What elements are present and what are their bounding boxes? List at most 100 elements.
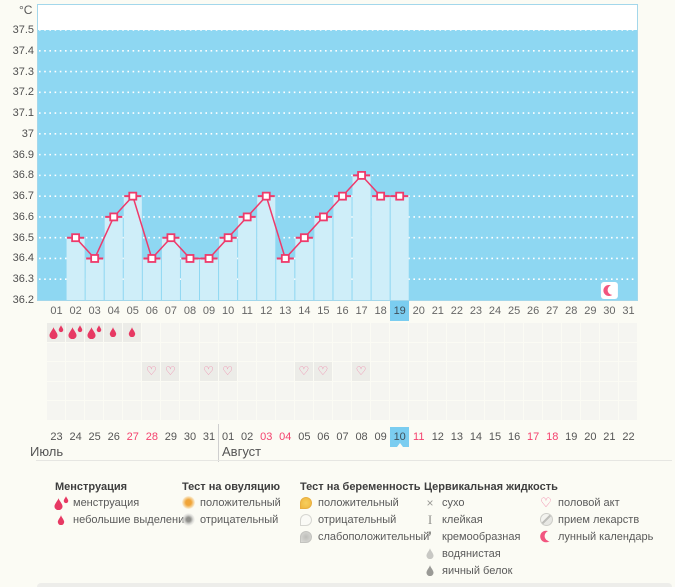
temp-marker[interactable] — [71, 233, 80, 243]
symbol-cell[interactable] — [123, 342, 142, 361]
temp-marker[interactable] — [395, 191, 405, 201]
symbol-cell[interactable] — [618, 401, 637, 420]
symbol-cell[interactable] — [447, 362, 466, 381]
symbol-cell[interactable] — [352, 323, 371, 342]
symbol-cell[interactable] — [332, 401, 352, 420]
symbol-cell[interactable] — [599, 342, 618, 361]
symbol-cell[interactable] — [218, 323, 237, 342]
symbol-cell[interactable] — [313, 323, 332, 342]
chart-day-label[interactable]: 05 — [126, 305, 139, 317]
symbol-cell[interactable] — [142, 323, 161, 342]
temp-marker[interactable] — [299, 233, 309, 243]
chart-day-label[interactable]: 24 — [488, 305, 502, 317]
symbol-cell[interactable] — [504, 323, 523, 342]
symbol-cell[interactable] — [466, 362, 485, 381]
symbol-cell[interactable] — [85, 362, 104, 381]
symbol-cell[interactable] — [409, 401, 428, 420]
symbol-cell[interactable] — [485, 362, 504, 381]
chart-day-label[interactable]: 21 — [431, 305, 444, 317]
chart-day-label[interactable]: 07 — [164, 305, 178, 317]
symbol-cell[interactable] — [371, 381, 390, 400]
symbol-cell[interactable] — [447, 323, 466, 342]
symbol-cell[interactable] — [504, 362, 523, 381]
symbol-cell[interactable] — [237, 362, 256, 381]
chart-day-label[interactable]: 20 — [412, 305, 425, 317]
symbol-cell[interactable] — [466, 323, 485, 342]
symbol-cell[interactable] — [428, 381, 447, 400]
chart-day-label[interactable]: 09 — [202, 305, 216, 317]
symbol-cell[interactable] — [313, 381, 332, 400]
symbol-cell[interactable] — [599, 381, 618, 400]
symbol-cell[interactable] — [332, 342, 352, 361]
symbol-cell[interactable] — [371, 401, 390, 420]
symbol-cell[interactable] — [85, 323, 104, 342]
symbol-cell[interactable] — [294, 401, 313, 420]
symbol-cell[interactable] — [523, 401, 542, 420]
temp-marker[interactable] — [90, 254, 100, 263]
symbol-cell[interactable] — [275, 362, 294, 381]
symbol-cell[interactable] — [428, 323, 447, 342]
symbol-cell[interactable] — [180, 342, 199, 361]
symbol-cell[interactable] — [47, 362, 66, 381]
chart-day-label-selected[interactable]: 19 — [390, 301, 410, 321]
symbol-cell[interactable] — [352, 381, 371, 400]
calendar-date[interactable]: 05 — [298, 431, 311, 443]
symbol-cell[interactable] — [523, 362, 542, 381]
symbol-cell[interactable] — [352, 401, 371, 420]
symbol-cell[interactable] — [561, 362, 580, 381]
temp-marker[interactable] — [376, 191, 386, 201]
temp-marker[interactable] — [147, 254, 157, 263]
symbol-cell[interactable] — [275, 401, 294, 420]
chart-day-label[interactable]: 17 — [355, 305, 368, 317]
symbol-cell[interactable] — [123, 362, 142, 381]
symbol-cell[interactable] — [466, 401, 485, 420]
symbol-cell[interactable] — [294, 323, 313, 342]
chart-day-label[interactable]: 27 — [546, 305, 559, 317]
calendar-date[interactable]: 16 — [507, 431, 521, 443]
temp-marker[interactable] — [357, 170, 366, 180]
symbol-cell[interactable] — [561, 401, 580, 420]
symbol-cell[interactable] — [47, 342, 66, 361]
symbol-cell[interactable] — [599, 401, 618, 420]
calendar-date[interactable]: 09 — [374, 431, 387, 443]
temp-marker[interactable] — [242, 212, 252, 222]
symbol-cell[interactable] — [66, 342, 85, 361]
symbol-cell[interactable] — [142, 381, 161, 400]
symbol-cell[interactable]: ♡ — [161, 362, 180, 381]
symbol-cell[interactable] — [123, 401, 142, 420]
symbol-cell[interactable] — [390, 401, 409, 420]
calendar-date[interactable]: 27 — [126, 431, 139, 443]
symbol-cell[interactable] — [256, 401, 275, 420]
symbol-cell[interactable] — [161, 323, 180, 342]
chart-day-label[interactable]: 23 — [469, 305, 483, 317]
chart-day-label[interactable]: 14 — [298, 305, 311, 317]
symbol-cell[interactable] — [47, 401, 66, 420]
symbol-cell[interactable] — [542, 342, 561, 361]
symbol-cell[interactable] — [618, 342, 637, 361]
symbol-cell[interactable] — [428, 401, 447, 420]
symbol-cell[interactable] — [199, 342, 218, 361]
symbol-cell[interactable] — [123, 381, 142, 400]
calendar-date[interactable]: 31 — [202, 431, 216, 443]
symbol-cell[interactable]: ♡ — [142, 362, 161, 381]
symbol-cell[interactable] — [504, 401, 523, 420]
symbol-cell[interactable] — [523, 381, 542, 400]
chart-day-label[interactable]: 29 — [584, 305, 597, 317]
symbol-cell[interactable] — [618, 362, 637, 381]
symbol-cell[interactable] — [523, 342, 542, 361]
symbol-cell[interactable] — [466, 381, 485, 400]
temp-marker[interactable] — [280, 254, 290, 263]
symbol-cell[interactable] — [332, 323, 352, 342]
symbol-cell[interactable] — [542, 323, 561, 342]
symbol-cell[interactable] — [180, 401, 199, 420]
symbol-cell[interactable] — [580, 342, 599, 361]
calendar-date[interactable]: 22 — [622, 431, 635, 443]
symbol-cell[interactable] — [66, 381, 85, 400]
temp-marker[interactable] — [185, 254, 195, 263]
temp-marker[interactable] — [338, 191, 347, 201]
symbol-cell[interactable] — [390, 323, 409, 342]
calendar-date[interactable]: 13 — [450, 431, 463, 443]
symbol-cell[interactable] — [237, 381, 256, 400]
symbol-cell[interactable] — [104, 401, 123, 420]
symbol-cell[interactable] — [85, 342, 104, 361]
